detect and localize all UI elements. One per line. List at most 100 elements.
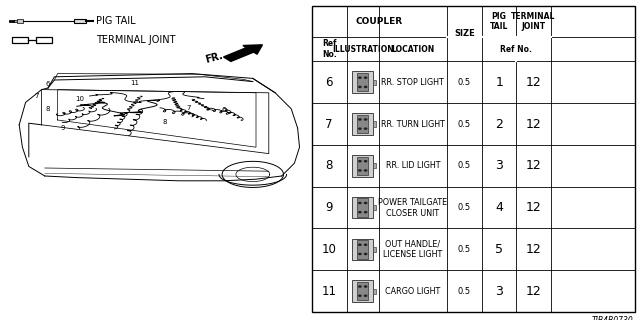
Text: 10: 10: [322, 243, 337, 256]
Text: 9: 9: [60, 125, 65, 131]
Bar: [357, 115, 369, 133]
Text: 7: 7: [186, 105, 191, 111]
Circle shape: [364, 253, 367, 254]
Text: 3: 3: [495, 284, 503, 298]
Text: 0.5: 0.5: [458, 161, 471, 170]
Circle shape: [364, 203, 367, 204]
Text: 0.5: 0.5: [458, 287, 471, 296]
Text: Ref No.: Ref No.: [500, 45, 532, 54]
Circle shape: [359, 244, 361, 245]
Circle shape: [359, 128, 361, 129]
Circle shape: [364, 77, 367, 78]
Text: PIG TAIL: PIG TAIL: [96, 16, 136, 26]
Text: 6: 6: [325, 76, 333, 89]
Circle shape: [359, 170, 361, 171]
Bar: [357, 198, 369, 217]
Text: 0.5: 0.5: [458, 120, 471, 129]
Text: 0.5: 0.5: [458, 78, 471, 87]
Bar: [353, 197, 373, 219]
Bar: [17, 19, 23, 23]
Bar: [36, 37, 52, 43]
Circle shape: [364, 244, 367, 245]
Circle shape: [359, 119, 361, 120]
Circle shape: [364, 170, 367, 171]
Bar: [373, 122, 376, 127]
Text: OUT HANDLE/
LICENSE LIGHT: OUT HANDLE/ LICENSE LIGHT: [383, 239, 442, 260]
Bar: [74, 19, 86, 23]
Text: 6: 6: [45, 81, 51, 87]
Text: 2: 2: [495, 117, 503, 131]
Text: TJB4B0730: TJB4B0730: [592, 316, 634, 320]
Circle shape: [364, 86, 367, 87]
Text: RR. TURN LIGHT: RR. TURN LIGHT: [381, 120, 445, 129]
Circle shape: [364, 161, 367, 162]
Text: 4: 4: [495, 201, 503, 214]
FancyArrow shape: [223, 45, 262, 61]
Text: 0.5: 0.5: [458, 203, 471, 212]
Text: 7: 7: [35, 93, 40, 99]
Text: RR. LID LIGHT: RR. LID LIGHT: [385, 161, 440, 170]
Circle shape: [364, 119, 367, 120]
Circle shape: [359, 253, 361, 254]
Text: CARGO LIGHT: CARGO LIGHT: [385, 287, 440, 296]
Text: LOCATION: LOCATION: [391, 45, 435, 54]
Circle shape: [359, 286, 361, 287]
Text: 8: 8: [163, 119, 168, 124]
Text: 1: 1: [495, 76, 503, 89]
Circle shape: [364, 212, 367, 213]
Bar: [13, 20, 17, 22]
Bar: [373, 289, 376, 294]
Text: 3: 3: [495, 159, 503, 172]
Bar: [357, 73, 369, 92]
Circle shape: [359, 161, 361, 162]
Text: 5: 5: [495, 243, 503, 256]
Bar: [353, 238, 373, 260]
Text: 12: 12: [525, 284, 541, 298]
Bar: [373, 163, 376, 168]
Bar: [312, 6, 635, 312]
Circle shape: [359, 212, 361, 213]
Text: 11: 11: [322, 284, 337, 298]
Text: 8: 8: [45, 106, 51, 112]
Text: FR.: FR.: [204, 51, 224, 65]
Text: PIG
TAIL: PIG TAIL: [490, 12, 508, 31]
Bar: [373, 205, 376, 210]
Text: 12: 12: [525, 243, 541, 256]
Circle shape: [364, 128, 367, 129]
Bar: [357, 156, 369, 175]
Bar: [353, 155, 373, 177]
Text: SIZE: SIZE: [454, 29, 475, 38]
Bar: [353, 280, 373, 302]
Text: 8: 8: [326, 159, 333, 172]
Text: 9: 9: [325, 201, 333, 214]
Circle shape: [359, 295, 361, 296]
Text: 10: 10: [76, 96, 84, 102]
Bar: [12, 37, 28, 43]
Circle shape: [364, 286, 367, 287]
Bar: [353, 71, 373, 93]
Text: TERMINAL
JOINT: TERMINAL JOINT: [511, 12, 556, 31]
Text: Ref
No.: Ref No.: [322, 39, 337, 59]
Text: ILLUSTRATION: ILLUSTRATION: [332, 45, 394, 54]
Text: 11: 11: [130, 80, 139, 86]
Text: 12: 12: [525, 201, 541, 214]
Bar: [357, 240, 369, 259]
Text: 7: 7: [325, 117, 333, 131]
Text: 12: 12: [525, 117, 541, 131]
Circle shape: [359, 86, 361, 87]
Text: TERMINAL JOINT: TERMINAL JOINT: [96, 35, 175, 45]
Circle shape: [364, 295, 367, 296]
Bar: [357, 282, 369, 300]
Text: POWER TAILGATE
CLOSER UNIT: POWER TAILGATE CLOSER UNIT: [378, 197, 447, 218]
Bar: [353, 113, 373, 135]
Bar: [373, 80, 376, 85]
Text: 12: 12: [525, 76, 541, 89]
Text: 6: 6: [221, 108, 227, 113]
Bar: [373, 247, 376, 252]
Circle shape: [359, 77, 361, 78]
Text: COUPLER: COUPLER: [356, 17, 403, 26]
Text: 0.5: 0.5: [458, 245, 471, 254]
Text: 12: 12: [525, 159, 541, 172]
Text: RR. STOP LIGHT: RR. STOP LIGHT: [381, 78, 444, 87]
Circle shape: [359, 203, 361, 204]
